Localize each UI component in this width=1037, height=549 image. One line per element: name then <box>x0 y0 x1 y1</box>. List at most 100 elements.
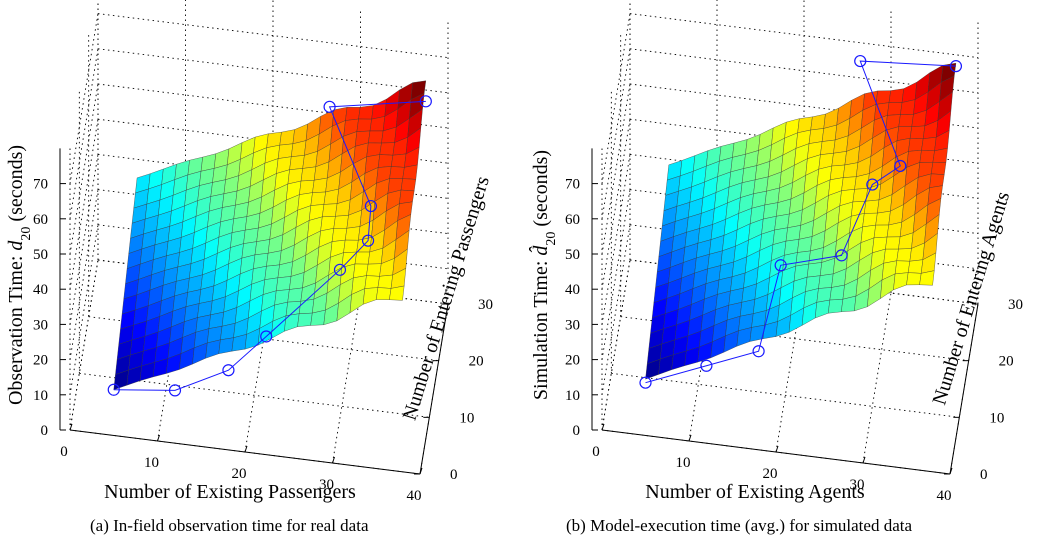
surface-patch <box>827 299 844 314</box>
surface-patch <box>377 274 393 289</box>
data-point <box>107 383 120 396</box>
y-tick-label: 0 <box>980 467 988 483</box>
x-axis-label: Number of Existing Passengers <box>104 481 356 503</box>
surface-patch <box>289 155 305 170</box>
z-tick-label: 0 <box>41 423 49 439</box>
surface-patch <box>885 236 901 250</box>
gridline-x-floor <box>775 281 805 453</box>
x-tick-mark <box>775 445 779 453</box>
x-tick-label: 20 <box>232 466 247 482</box>
z-tick-label: 10 <box>565 388 580 404</box>
surface-patch <box>875 90 891 105</box>
surface-patch <box>264 264 280 280</box>
surface-patch <box>322 203 338 218</box>
y-tick-label: 30 <box>1008 297 1023 313</box>
surface-patch <box>376 287 392 300</box>
z-axis-label-suffix: (seconds) <box>530 150 552 232</box>
surface-patch <box>774 213 790 231</box>
surface-patch <box>814 299 831 319</box>
data-point <box>774 259 787 272</box>
z-tick-label: 50 <box>33 247 48 263</box>
surface-patch <box>806 262 823 278</box>
gridline-z-left <box>601 224 631 395</box>
x-tick-label: 0 <box>592 444 600 460</box>
surface-patch <box>389 285 405 301</box>
data-point <box>333 263 347 276</box>
z-axis-label: Simulation Time: d̂20 (seconds) <box>528 150 559 400</box>
x-tick-label: 0 <box>60 444 68 460</box>
surface-patch <box>391 153 407 168</box>
y-tick-label: 0 <box>450 467 458 483</box>
surface-patch <box>919 149 935 163</box>
marker-line <box>645 60 956 384</box>
surface-patch <box>862 212 878 228</box>
y-tick-label: 10 <box>989 410 1004 426</box>
z-tick-label: 0 <box>573 423 581 439</box>
x-tick-mark <box>601 423 605 431</box>
z-tick-label: 20 <box>33 353 48 369</box>
data-point <box>361 234 375 247</box>
gridline-x-floor <box>332 292 361 464</box>
x-tick-label: 30 <box>319 477 334 493</box>
axes: 0 10 20 30 40 0 10 20 30 0 10 20 30 40 50 60 70 <box>33 148 493 504</box>
y-tick-label: 20 <box>999 354 1014 370</box>
surface-patch <box>366 263 382 277</box>
gridline-z-left <box>601 154 631 325</box>
surface-patch <box>909 125 926 139</box>
surface-patch <box>208 311 224 329</box>
surface-patch <box>368 130 384 144</box>
gridline-z-left <box>69 224 99 395</box>
surface-patch <box>908 138 924 152</box>
y-tick-label: 10 <box>459 410 474 426</box>
surface-patch <box>287 287 303 303</box>
x-tick-label: 10 <box>676 455 691 471</box>
x-tick-mark <box>244 445 248 453</box>
gridline-z-left <box>69 189 99 360</box>
surface-patch <box>277 143 294 159</box>
data-point <box>639 376 652 389</box>
surface-patch <box>358 105 374 120</box>
surface-patch <box>299 180 315 195</box>
x-tick-mark <box>69 423 73 431</box>
surface-patch <box>907 259 924 274</box>
z-tick-label: 60 <box>33 212 48 228</box>
gridline-z-left <box>69 13 99 184</box>
surface-patch <box>820 139 836 155</box>
gridline-x-floor <box>601 259 631 431</box>
gridline-z-left <box>601 83 631 255</box>
gridline-y-floor <box>611 372 960 418</box>
gridline-z-left <box>69 119 99 290</box>
gridline-y-floor <box>79 372 430 418</box>
z-axis-label-suffix: (seconds) <box>5 145 27 227</box>
x-tick-mark <box>949 467 953 475</box>
z-axis-label-symbol: d̂ <box>528 245 552 256</box>
surface-patch <box>379 142 395 156</box>
surface-patch <box>887 102 903 116</box>
surface-patch <box>921 137 937 152</box>
z-axis-label-sub: 20 <box>19 227 34 241</box>
x-axis-label: Number of Existing Agents <box>645 481 865 503</box>
surface-patch <box>310 191 326 206</box>
data-point <box>364 199 377 213</box>
surface-patch <box>345 107 361 121</box>
surface-patch <box>808 128 824 144</box>
surface-patch <box>276 276 292 291</box>
caption-b: (b) Model-execution time (avg.) for simu… <box>566 516 913 535</box>
surface-patch <box>218 337 234 354</box>
gridline-z-left <box>69 48 99 219</box>
surface-patch <box>864 199 880 214</box>
surface <box>113 80 427 390</box>
surface-patch <box>333 215 349 229</box>
z-axis-label-prefix: Simulation Time: <box>530 256 552 400</box>
marker-series <box>639 54 963 389</box>
gridline-z-left <box>69 154 99 325</box>
surface-patch <box>818 273 834 289</box>
surface-patch <box>362 287 379 305</box>
gridline-z-left <box>601 119 631 290</box>
surface-patch <box>331 228 348 242</box>
y-axis-label: Number of Entering Agents <box>928 189 1014 408</box>
z-tick-label: 60 <box>565 212 580 228</box>
surface-patch <box>919 270 935 286</box>
gridline-z-left <box>601 13 631 184</box>
surface-patch <box>931 162 947 175</box>
